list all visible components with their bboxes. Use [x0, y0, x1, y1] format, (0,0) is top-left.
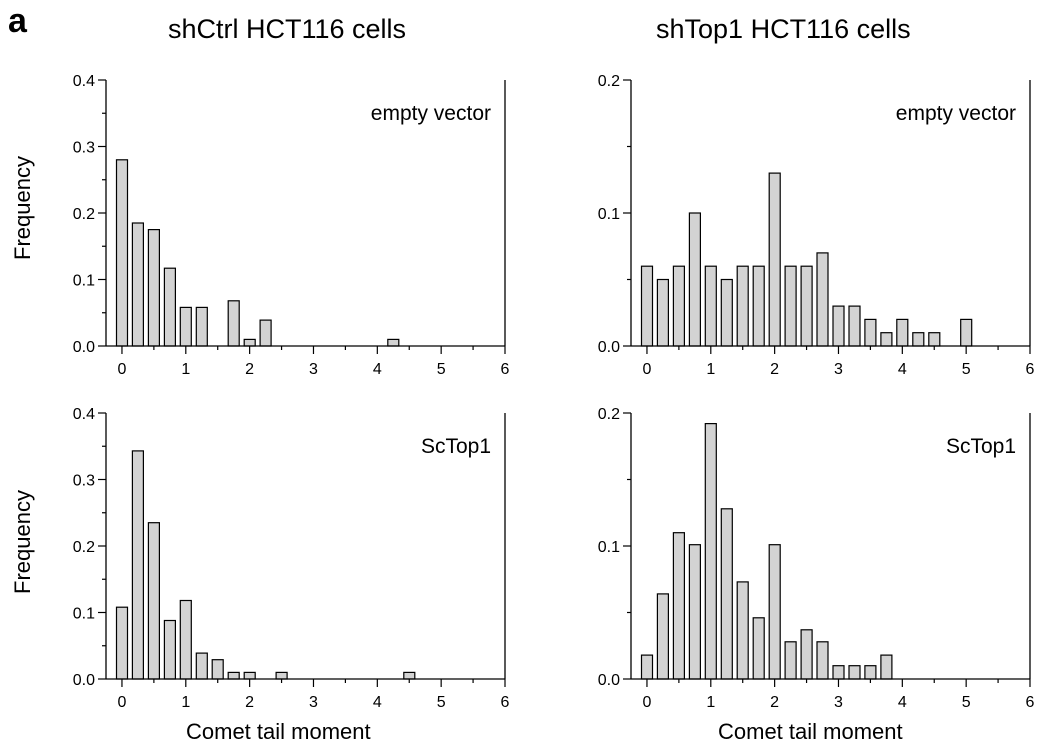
bar [800, 629, 813, 680]
x-tick-label: 2 [245, 361, 254, 378]
bar [656, 593, 670, 680]
bar [704, 423, 717, 680]
y-tick-label: 0.0 [598, 339, 620, 356]
x-tick-label: 5 [962, 694, 971, 711]
bar [640, 654, 654, 680]
x-tick-label: 3 [834, 361, 843, 378]
x-tick-label: 6 [1026, 694, 1035, 711]
x-tick-label: 0 [118, 361, 127, 378]
y-tick-label: 0.1 [73, 606, 95, 623]
x-tick-label: 4 [898, 361, 907, 378]
condition-label: ScTop1 [421, 435, 491, 458]
y-tick-label: 0.3 [73, 140, 95, 157]
bar [752, 617, 765, 680]
x-tick-label: 6 [501, 361, 510, 378]
y-tick-label: 0.4 [73, 73, 95, 90]
x-tick-label: 4 [373, 694, 382, 711]
x-tick-label: 1 [706, 694, 715, 711]
x-tick-label: 3 [309, 361, 318, 378]
y-tick-label: 0.2 [73, 539, 95, 556]
bar [736, 581, 749, 680]
y-tick-label: 0.1 [598, 539, 620, 556]
y-tick-label: 0.2 [73, 206, 95, 223]
column-title-right: shTop1 HCT116 cells [656, 14, 911, 44]
x-tick-label: 0 [643, 361, 652, 378]
x-tick-label: 2 [245, 694, 254, 711]
bar [880, 654, 893, 680]
x-tick-label: 6 [501, 694, 510, 711]
x-axis-title-left: Comet tail moment [186, 719, 371, 744]
bar [720, 508, 733, 680]
y-tick-label: 0.0 [73, 672, 95, 689]
x-tick-label: 5 [962, 361, 971, 378]
x-axis-title-right: Comet tail moment [718, 719, 903, 744]
bar [832, 665, 845, 680]
bar [816, 641, 829, 680]
x-tick-label: 5 [437, 361, 446, 378]
y-tick-label: 0.4 [73, 406, 95, 423]
y-tick-label: 0.0 [598, 672, 620, 689]
x-tick-label: 1 [181, 694, 190, 711]
x-tick-label: 2 [770, 694, 779, 711]
y-tick-label: 0.1 [598, 206, 620, 223]
x-tick-label: 3 [309, 694, 318, 711]
panel-label: a [8, 2, 27, 40]
condition-label: ScTop1 [946, 435, 1016, 458]
y-tick-label: 0.2 [598, 73, 620, 90]
x-tick-label: 1 [706, 361, 715, 378]
y-tick-label: 0.0 [73, 339, 95, 356]
x-tick-label: 4 [898, 694, 907, 711]
y-tick-label: 0.2 [598, 406, 620, 423]
bar [848, 665, 861, 680]
x-tick-label: 6 [1026, 361, 1035, 378]
bar [768, 544, 781, 680]
x-tick-label: 0 [118, 694, 127, 711]
y-tick-label: 0.1 [73, 273, 95, 290]
bar [688, 544, 702, 680]
x-tick-label: 2 [770, 361, 779, 378]
bar [784, 641, 797, 680]
x-tick-label: 0 [643, 694, 652, 711]
y-tick-label: 0.3 [73, 473, 95, 490]
x-tick-label: 5 [437, 694, 446, 711]
condition-label: empty vector [371, 102, 491, 125]
bar [864, 665, 877, 680]
x-tick-label: 4 [373, 361, 382, 378]
column-title-left: shCtrl HCT116 cells [168, 14, 407, 44]
condition-label: empty vector [896, 102, 1016, 125]
x-tick-label: 3 [834, 694, 843, 711]
bar [672, 532, 686, 680]
x-tick-label: 1 [181, 361, 190, 378]
